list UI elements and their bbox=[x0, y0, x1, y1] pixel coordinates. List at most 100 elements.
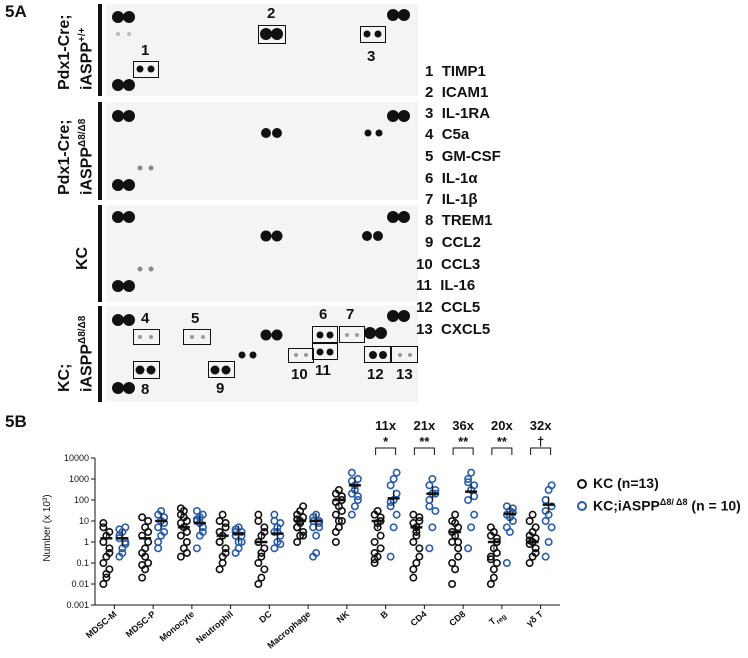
data-point bbox=[102, 569, 111, 578]
data-point bbox=[428, 475, 437, 484]
data-point bbox=[415, 544, 424, 553]
panel-b-label: 5B bbox=[5, 412, 27, 431]
blot-row-2 bbox=[106, 102, 418, 200]
scatter-chart: Number (x 10³) 10000 1000 100 10 1 0.1 0.01 0.0… bbox=[42, 418, 560, 651]
data-point bbox=[254, 559, 263, 568]
data-point bbox=[386, 481, 395, 490]
data-point bbox=[276, 540, 285, 549]
spot-box-13 bbox=[391, 346, 418, 363]
data-point bbox=[409, 565, 418, 574]
data-point bbox=[99, 580, 108, 589]
data-point bbox=[486, 523, 495, 532]
row-label-kc: KC bbox=[74, 247, 92, 270]
legend-5: 5 GM-CSF bbox=[425, 148, 501, 165]
data-point bbox=[486, 555, 495, 564]
row-bar-4 bbox=[98, 306, 102, 402]
data-point bbox=[99, 559, 108, 568]
data-point bbox=[451, 565, 460, 574]
spot-box-9 bbox=[208, 361, 235, 378]
x-tick-label: γδ T bbox=[524, 609, 545, 629]
data-point bbox=[541, 496, 550, 505]
data-point bbox=[270, 510, 279, 519]
spot-number-8: 8 bbox=[141, 381, 150, 398]
data-point bbox=[176, 552, 185, 561]
data-point bbox=[270, 517, 279, 526]
spot-number-1: 1 bbox=[141, 42, 150, 59]
data-point bbox=[221, 519, 230, 528]
spot-box-6 bbox=[312, 326, 338, 343]
data-point bbox=[160, 527, 169, 536]
data-point bbox=[221, 523, 230, 532]
data-point bbox=[218, 559, 227, 568]
data-point bbox=[254, 517, 263, 526]
data-point bbox=[389, 475, 398, 484]
spot-box-1 bbox=[133, 61, 159, 78]
data-point bbox=[215, 538, 224, 547]
data-point bbox=[260, 523, 269, 532]
data-point bbox=[99, 523, 108, 532]
data-point bbox=[454, 538, 463, 547]
row-label-4-line2: iASPPΔ8/Δ8 bbox=[77, 315, 96, 392]
legend-2: 2 ICAM1 bbox=[425, 84, 489, 101]
legend-3: 3 IL-1RA bbox=[425, 105, 491, 122]
data-point bbox=[428, 523, 437, 532]
data-point bbox=[141, 552, 150, 561]
data-point bbox=[118, 548, 127, 557]
spot-number-12: 12 bbox=[367, 366, 384, 383]
data-point bbox=[312, 531, 321, 540]
y-tick-label: 10 bbox=[79, 516, 89, 526]
legend-kc-label: KC (n=13) bbox=[593, 475, 659, 491]
data-point bbox=[347, 468, 356, 477]
data-point bbox=[541, 552, 550, 561]
data-point bbox=[451, 510, 460, 519]
data-point bbox=[218, 552, 227, 561]
data-point bbox=[425, 496, 434, 505]
data-point bbox=[353, 496, 362, 505]
data-point bbox=[409, 538, 418, 547]
fold-change-label: 36x bbox=[452, 418, 474, 433]
data-point bbox=[337, 506, 346, 515]
data-point bbox=[105, 544, 114, 553]
data-point bbox=[415, 552, 424, 561]
data-point bbox=[415, 513, 424, 522]
data-point bbox=[293, 538, 302, 547]
data-point bbox=[270, 544, 279, 553]
data-point bbox=[525, 517, 534, 526]
data-point bbox=[176, 504, 185, 513]
spot-number-7: 7 bbox=[346, 306, 355, 323]
data-point bbox=[370, 559, 379, 568]
data-point bbox=[144, 538, 153, 547]
data-point bbox=[99, 538, 108, 547]
x-tick-label: CD4 bbox=[408, 609, 428, 628]
row-label-kc-mut: KC; iASPPΔ8/Δ8 bbox=[56, 316, 96, 392]
row-label-2-line1: Pdx1-Cre; bbox=[56, 119, 73, 195]
data-point bbox=[470, 510, 479, 519]
legend-1: 1 TIMP1 bbox=[425, 63, 486, 80]
legend-kc-marker bbox=[577, 479, 587, 489]
spot-number-5: 5 bbox=[191, 310, 200, 327]
legend-9: 9 CCL2 bbox=[425, 234, 481, 251]
data-point bbox=[192, 544, 201, 553]
significance-marker: ** bbox=[497, 434, 508, 449]
blot-spots bbox=[112, 9, 412, 394]
data-point bbox=[448, 580, 457, 589]
x-tick-label: B bbox=[379, 609, 391, 621]
significance-bracket bbox=[452, 447, 474, 455]
y-tick-label: 1 bbox=[84, 537, 89, 547]
data-point bbox=[221, 544, 230, 553]
data-point bbox=[547, 523, 556, 532]
significance-marker: * bbox=[383, 434, 389, 449]
data-point bbox=[138, 573, 147, 582]
data-point bbox=[198, 510, 207, 519]
data-point bbox=[489, 573, 498, 582]
data-point bbox=[486, 580, 495, 589]
spot-number-4: 4 bbox=[141, 310, 150, 327]
data-point bbox=[492, 559, 501, 568]
fold-change-label: 11x bbox=[375, 418, 397, 433]
data-point bbox=[154, 538, 163, 547]
spot-number-3: 3 bbox=[367, 48, 376, 65]
data-point bbox=[299, 531, 308, 540]
legend-12: 12 CCL5 bbox=[416, 299, 481, 316]
y-axis-label: Number (x 10³) bbox=[42, 494, 53, 561]
legend-6: 6 IL-1α bbox=[425, 170, 478, 187]
